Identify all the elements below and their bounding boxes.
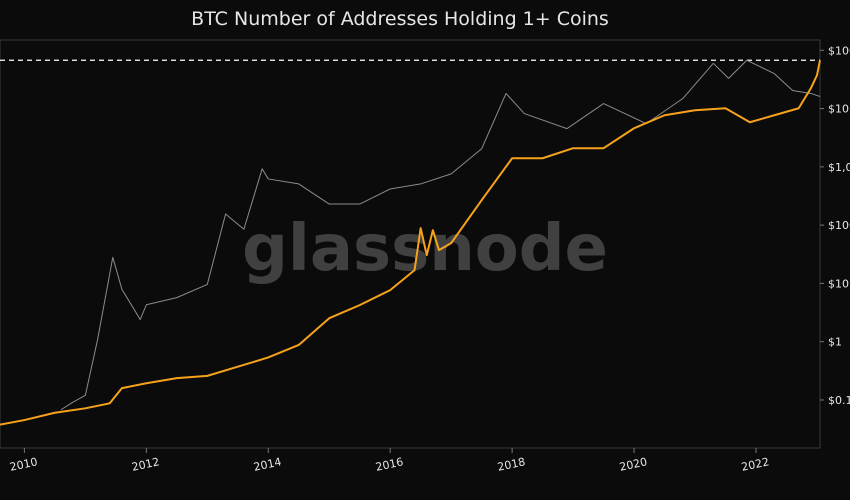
y2-tick-label: $10k [828,103,850,116]
x-tick-label: 2020 [618,455,648,474]
y2-tick-label: $1 [828,336,842,349]
x-tick-label: 2014 [252,455,282,474]
x-tick-label: 2018 [496,455,526,474]
x-tick-label: 2012 [131,455,161,474]
y2-tick-label: $0.1 [828,394,850,407]
series-line [0,60,821,426]
y2-tick-label: $10 [828,277,849,290]
x-tick-label: 2022 [740,455,770,474]
plot-frame [0,39,821,449]
x-tick-label: 2016 [374,455,404,474]
chart-title: BTC Number of Addresses Holding 1+ Coins [191,8,609,30]
y2-tick-label: $100 [828,219,850,232]
x-tick-label: 2010 [9,455,39,474]
series-line [60,59,821,411]
y2-tick-label: $1,000 [828,161,850,174]
y2-tick-label: $100k [828,44,850,57]
